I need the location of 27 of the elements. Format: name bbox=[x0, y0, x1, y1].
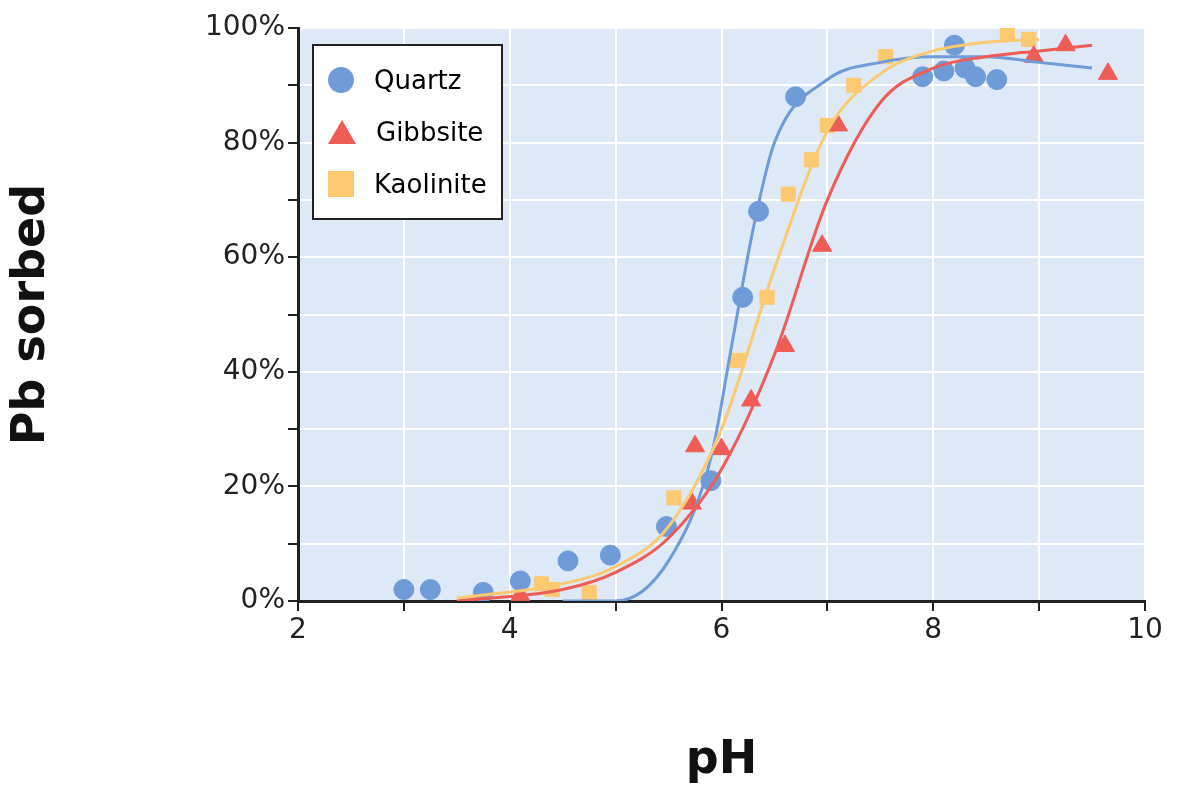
legend-label: Gibbsite bbox=[376, 117, 484, 147]
legend-label: Quartz bbox=[374, 65, 462, 95]
y-tick-label: 60% bbox=[222, 238, 285, 272]
y-tick-label: 0% bbox=[240, 582, 285, 616]
legend-label: Kaolinite bbox=[374, 169, 487, 199]
x-tick-label: 2 bbox=[289, 612, 307, 646]
point bbox=[557, 550, 579, 572]
point bbox=[666, 490, 682, 506]
x-tick-label: 6 bbox=[712, 612, 731, 646]
point bbox=[393, 579, 415, 601]
point bbox=[986, 69, 1008, 91]
y-tick-label: 20% bbox=[222, 467, 285, 501]
point bbox=[581, 584, 597, 600]
y-tick-label: 100% bbox=[204, 9, 285, 43]
y-axis-title: Pb sorbed bbox=[0, 183, 55, 446]
y-tick-label: 80% bbox=[222, 123, 285, 157]
point bbox=[846, 77, 862, 93]
x-tick-label: 8 bbox=[924, 612, 943, 646]
point bbox=[599, 544, 621, 566]
point bbox=[965, 66, 987, 88]
point bbox=[509, 570, 531, 592]
y-tick-label: 40% bbox=[222, 353, 285, 387]
x-tick-label: 10 bbox=[1127, 612, 1163, 646]
x-tick-label: 4 bbox=[500, 612, 519, 646]
point bbox=[419, 579, 441, 601]
point bbox=[780, 186, 796, 202]
x-axis-title: pH bbox=[685, 730, 758, 785]
